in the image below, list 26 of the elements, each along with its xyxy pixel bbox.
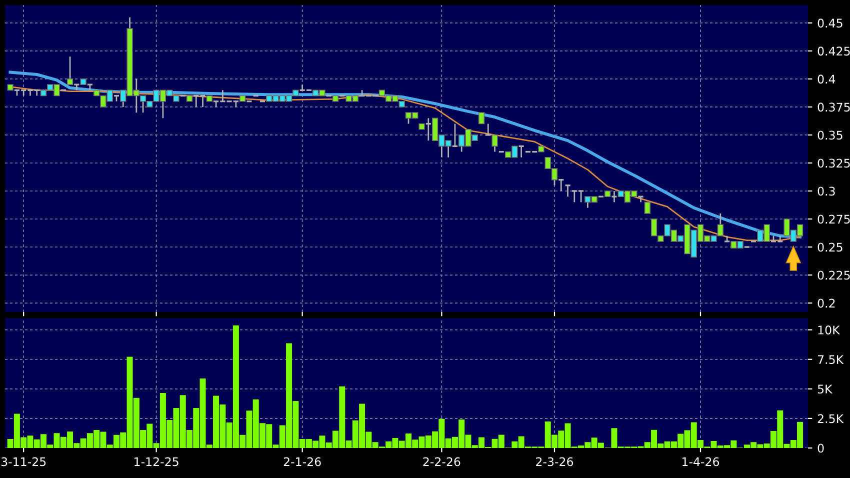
y-tick-label: 0.275 xyxy=(818,214,850,224)
y-tick-label: 0.425 xyxy=(818,46,850,56)
y-tick-label: 5K xyxy=(818,384,833,394)
y-tick-label: 10K xyxy=(818,326,840,334)
y-tick-label: 0.375 xyxy=(818,102,850,112)
x-tick-label: 2-2-26 xyxy=(423,457,460,466)
x-tick-label: 1-12-25 xyxy=(134,457,178,466)
candlestick xyxy=(564,184,572,198)
y-tick-label: 0.35 xyxy=(818,130,842,140)
y-tick-label: 0.25 xyxy=(818,242,842,252)
y-tick-label: 0.225 xyxy=(818,270,850,280)
y-tick-label: 0.45 xyxy=(818,18,842,28)
y-tick-label: 2.5K xyxy=(818,414,844,424)
y-tick-label: 0.4 xyxy=(818,74,836,84)
x-tick-label: 3-11-25 xyxy=(1,457,46,466)
y-tick-label: 0.325 xyxy=(818,158,850,168)
y-tick-label: 7.5K xyxy=(818,355,844,364)
y-tick-label: 0.2 xyxy=(818,298,835,308)
candlestick xyxy=(644,202,650,214)
x-tick-label: 2-3-26 xyxy=(536,457,574,466)
candlestick xyxy=(484,123,492,136)
y-tick-label: 0 xyxy=(818,444,824,453)
x-tick-label: 2-1-26 xyxy=(284,457,321,466)
y-tick-label: 0.3 xyxy=(818,186,835,196)
x-tick-label: 1-4-26 xyxy=(682,457,720,466)
candlestick xyxy=(478,112,485,124)
